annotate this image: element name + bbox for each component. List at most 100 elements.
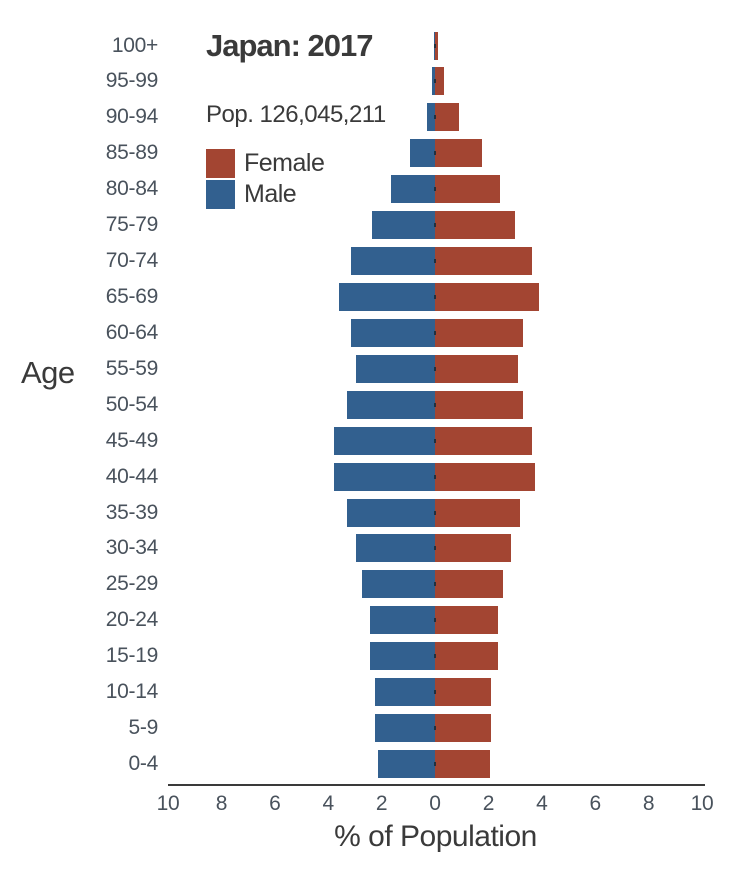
x-tick-2-right: 2 — [482, 792, 495, 815]
pyramid-row-25-29 — [168, 570, 703, 599]
age-label-20-24: 20-24 — [105, 608, 159, 632]
female-bar-0-4 — [435, 750, 490, 778]
center-axis-tick — [434, 151, 436, 156]
x-tick-10-right: 10 — [690, 792, 714, 815]
center-axis-tick — [434, 115, 436, 120]
female-bar-80-84 — [435, 175, 501, 204]
population-total: Pop. 126,045,211 — [206, 101, 386, 128]
male-bar-80-84 — [390, 175, 435, 204]
female-bar-90-94 — [435, 103, 460, 132]
age-label-70-74: 70-74 — [105, 249, 159, 273]
plot-area — [168, 0, 703, 785]
male-bar-10-14 — [374, 678, 435, 707]
pyramid-row-65-69 — [168, 282, 703, 311]
pyramid-row-50-54 — [168, 390, 703, 419]
center-axis-tick — [434, 726, 436, 731]
x-tick-6-right: 6 — [589, 792, 601, 815]
pyramid-row-80-84 — [168, 175, 703, 204]
female-bar-95-99 — [435, 67, 445, 96]
center-axis-tick — [434, 618, 436, 623]
male-bar-20-24 — [369, 606, 435, 635]
male-swatch-icon — [206, 179, 235, 209]
pyramid-row-0-4 — [168, 750, 703, 778]
age-label-10-14: 10-14 — [105, 680, 159, 704]
female-bar-55-59 — [435, 354, 518, 383]
female-bar-5-9 — [435, 714, 492, 743]
female-bar-15-19 — [435, 642, 498, 671]
pyramid-row-90-94 — [168, 103, 703, 132]
center-axis-tick — [434, 330, 436, 335]
female-bar-65-69 — [435, 282, 540, 311]
y-axis-tick-labels: 100+ 95-99 90-94 85-89 80-84 75-79 70-74 65-69 6… — [0, 0, 159, 785]
pyramid-row-60-64 — [168, 318, 703, 347]
center-axis-tick — [434, 187, 436, 192]
age-label-40-44: 40-44 — [105, 464, 159, 488]
male-bar-65-69 — [338, 282, 435, 311]
legend-male-label: Male — [244, 179, 297, 208]
center-axis-tick — [434, 654, 436, 659]
male-bar-50-54 — [346, 390, 435, 419]
age-label-15-19: 15-19 — [105, 644, 159, 668]
female-bar-45-49 — [435, 426, 533, 455]
x-tick-10-left: 10 — [156, 792, 180, 815]
male-bar-35-39 — [346, 498, 435, 527]
pyramid-row-5-9 — [168, 714, 703, 743]
age-label-100+: 100+ — [111, 33, 158, 57]
x-tick-4-right: 4 — [536, 792, 548, 815]
pyramid-row-70-74 — [168, 247, 703, 276]
female-bar-20-24 — [435, 606, 498, 635]
female-bar-100+ — [435, 31, 438, 60]
female-bar-70-74 — [435, 247, 533, 276]
center-axis-tick — [434, 582, 436, 587]
pyramid-row-10-14 — [168, 678, 703, 707]
age-label-30-34: 30-34 — [105, 536, 159, 560]
x-tick-8-left: 8 — [215, 792, 228, 815]
female-swatch-icon — [206, 148, 235, 178]
pyramid-row-20-24 — [168, 606, 703, 635]
y-axis-title: Age — [21, 355, 75, 390]
pyramid-row-45-49 — [168, 426, 703, 455]
age-label-55-59: 55-59 — [105, 356, 159, 380]
age-label-5-9: 5-9 — [128, 716, 159, 740]
age-label-60-64: 60-64 — [105, 320, 159, 344]
center-axis-tick — [434, 402, 436, 407]
male-bar-95-99 — [432, 67, 435, 96]
age-label-35-39: 35-39 — [105, 500, 159, 524]
pyramid-row-40-44 — [168, 462, 703, 491]
legend-female-label: Female — [244, 148, 325, 177]
female-bar-40-44 — [435, 462, 536, 491]
pyramid-row-100+ — [168, 31, 703, 60]
age-label-0-4: 0-4 — [128, 752, 159, 775]
pyramid-row-35-39 — [168, 498, 703, 527]
x-axis-title: % of Population — [334, 820, 537, 853]
female-bar-35-39 — [435, 498, 521, 527]
female-bar-50-54 — [435, 390, 524, 419]
center-axis-tick — [434, 474, 436, 479]
pyramid-row-15-19 — [168, 642, 703, 671]
age-label-75-79: 75-79 — [105, 213, 159, 237]
pyramid-row-75-79 — [168, 211, 703, 240]
male-bar-30-34 — [356, 534, 435, 563]
center-axis-tick — [434, 510, 436, 515]
female-bar-85-89 — [435, 139, 482, 168]
male-bar-40-44 — [333, 462, 435, 491]
age-label-45-49: 45-49 — [105, 428, 159, 452]
x-tick-8-right: 8 — [642, 792, 655, 815]
male-bar-5-9 — [374, 714, 435, 743]
male-bar-85-89 — [409, 139, 435, 168]
x-tick-4-left: 4 — [322, 792, 334, 815]
x-tick-0-center: 0 — [429, 792, 441, 815]
center-axis-tick — [434, 690, 436, 695]
age-label-80-84: 80-84 — [105, 177, 159, 201]
age-label-65-69: 65-69 — [105, 284, 159, 308]
x-axis-line — [168, 784, 705, 786]
center-axis-tick — [434, 223, 436, 228]
female-bar-30-34 — [435, 534, 512, 563]
female-bar-75-79 — [435, 211, 516, 240]
age-label-25-29: 25-29 — [105, 572, 159, 596]
center-axis-tick — [434, 546, 436, 551]
pyramid-row-30-34 — [168, 534, 703, 563]
age-label-50-54: 50-54 — [105, 392, 159, 416]
pyramid-row-85-89 — [168, 139, 703, 168]
